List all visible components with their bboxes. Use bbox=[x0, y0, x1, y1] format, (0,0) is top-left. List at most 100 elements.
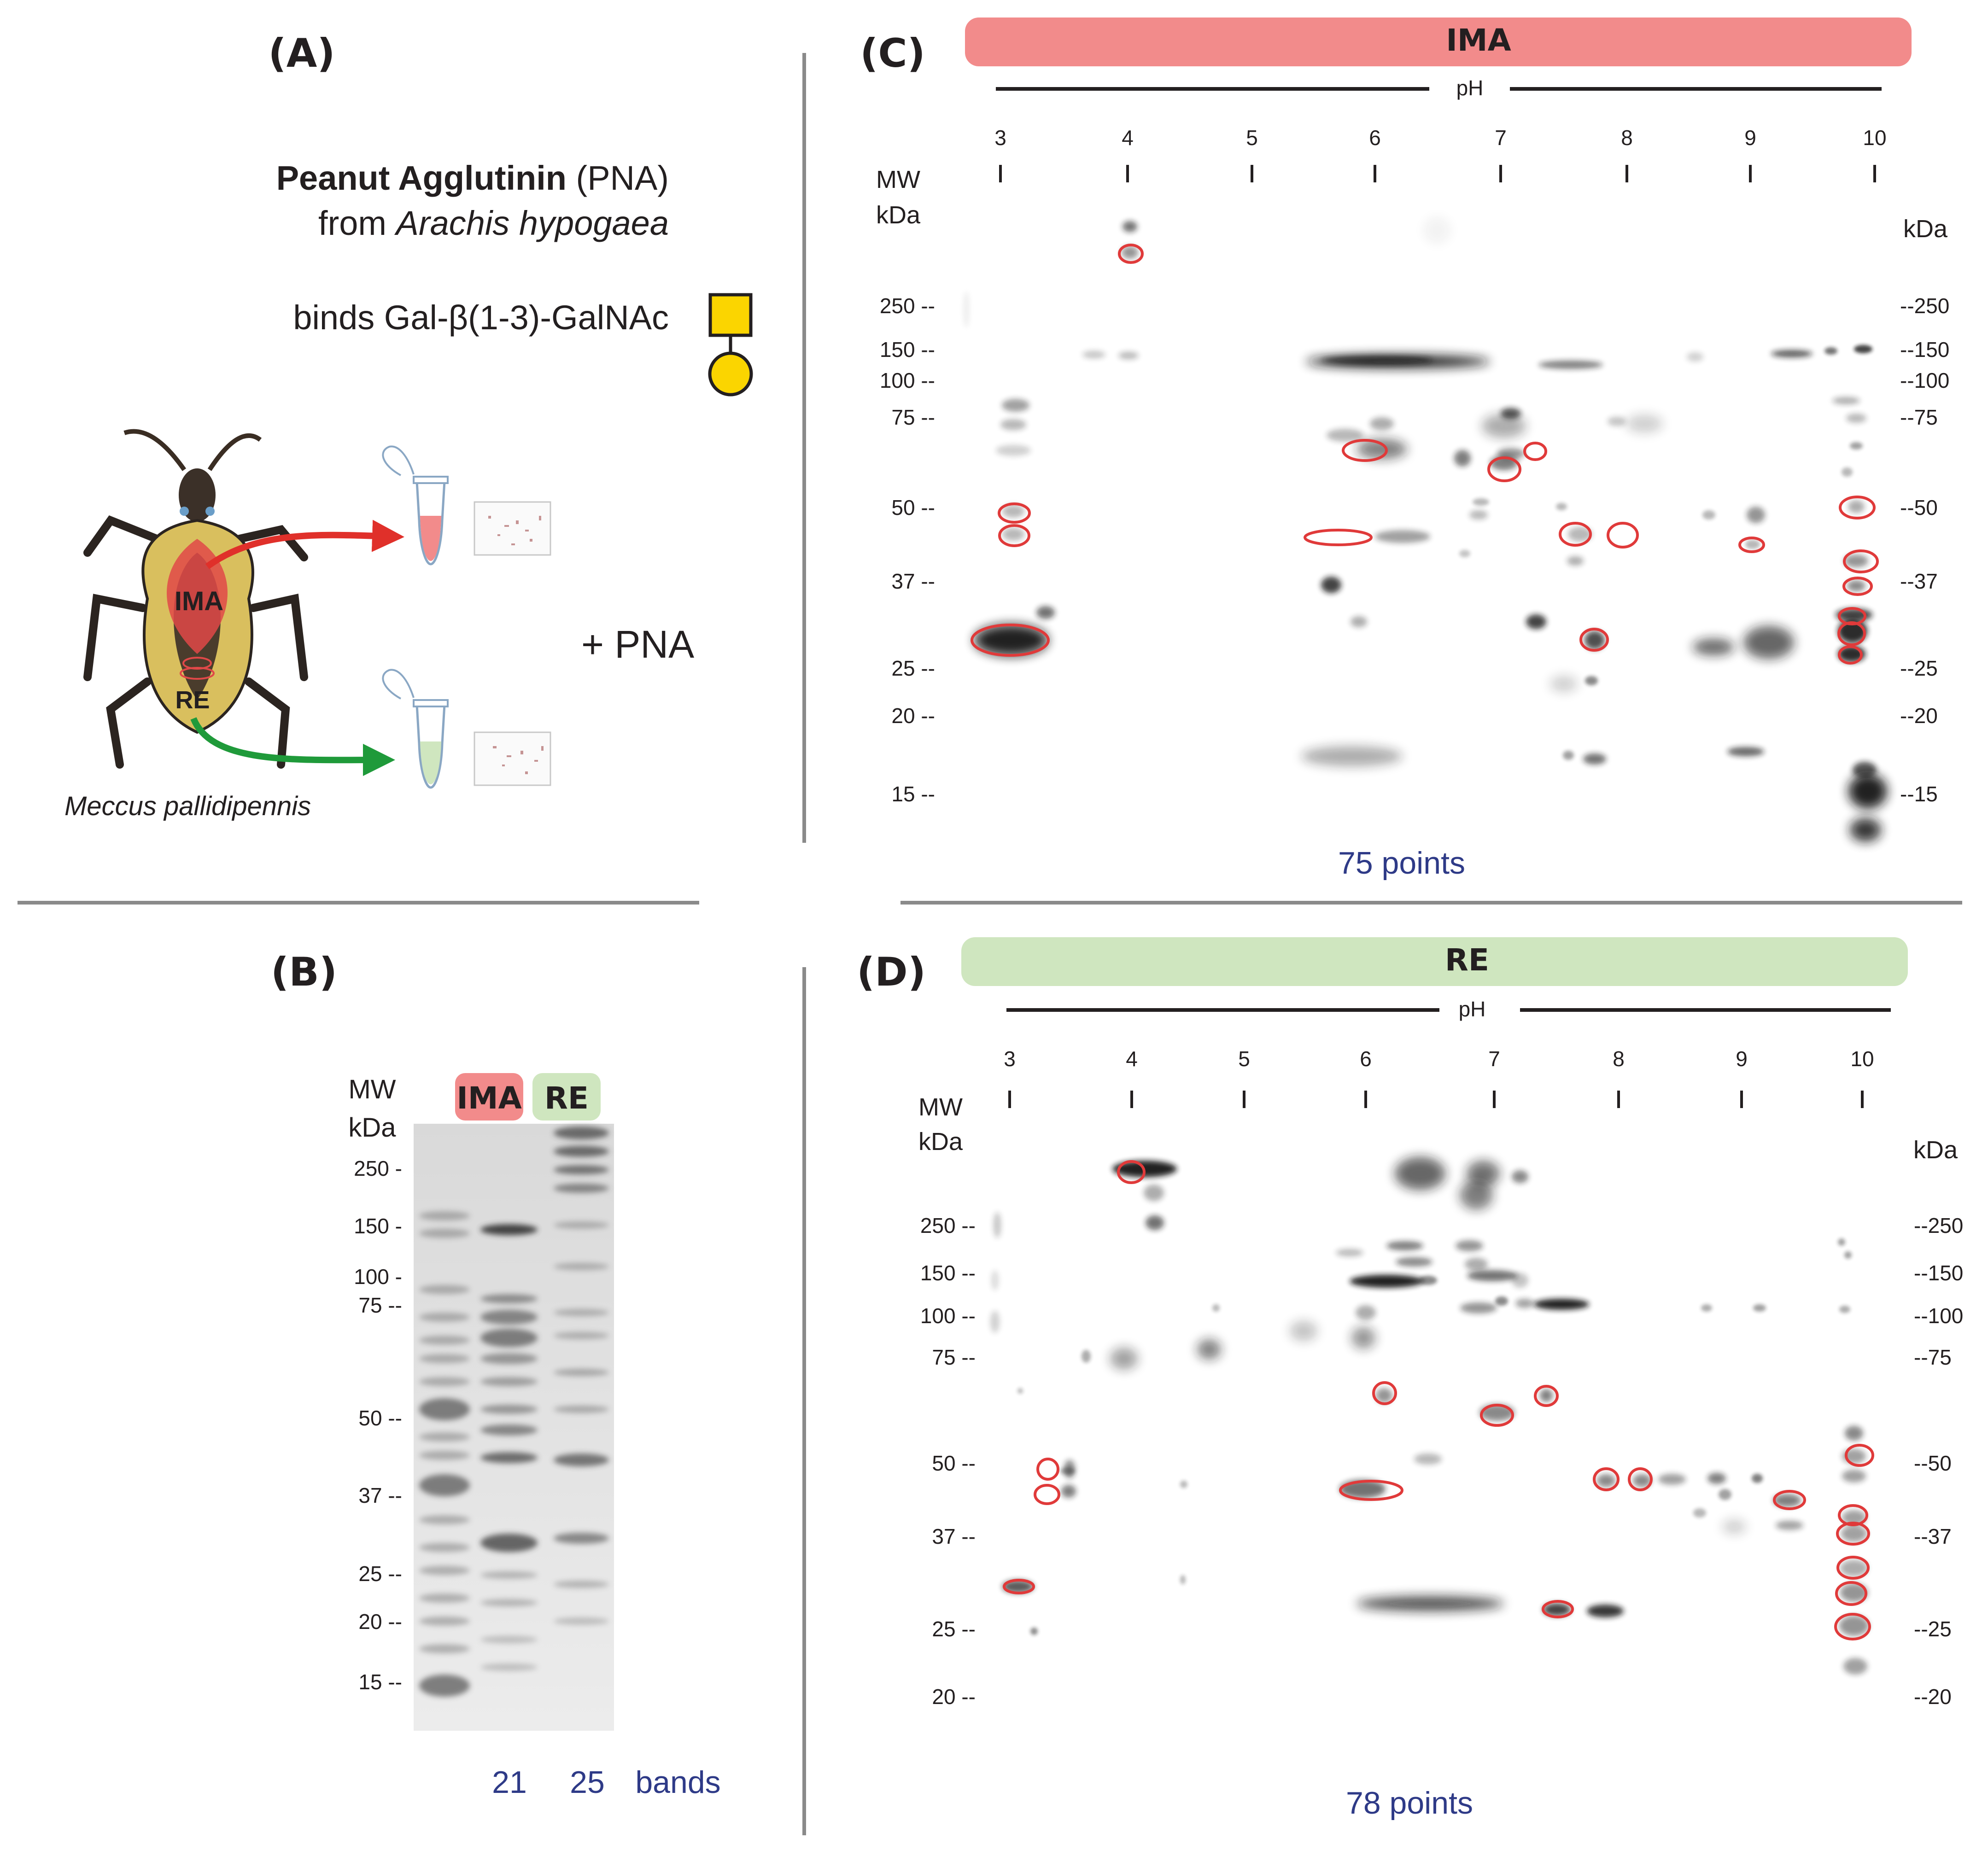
ima-lane-band bbox=[480, 1294, 538, 1303]
selected-spot-marker bbox=[1118, 244, 1144, 264]
protein-spot bbox=[1608, 417, 1626, 426]
ph-tick-label: 7 bbox=[1488, 1047, 1500, 1071]
protein-spot bbox=[1370, 417, 1394, 430]
protein-spot bbox=[1743, 626, 1794, 659]
protein-spot bbox=[1585, 676, 1598, 685]
protein-spot bbox=[1842, 1470, 1866, 1482]
kda-label: kDa bbox=[918, 1128, 963, 1156]
mw-tick-label: --25 bbox=[1914, 1617, 1952, 1641]
protein-spot bbox=[1144, 1185, 1164, 1201]
protein-spot bbox=[1002, 399, 1029, 412]
eppendorf-tube-icon bbox=[382, 669, 449, 789]
gel-2d-spots bbox=[990, 1157, 1869, 1675]
protein-spot bbox=[1082, 351, 1105, 358]
protein-spot bbox=[1773, 1494, 1801, 1507]
protein-spot bbox=[1030, 1628, 1038, 1635]
mw-tick-label: 75 -- bbox=[358, 1293, 402, 1317]
re-lane-band bbox=[554, 1406, 609, 1413]
protein-spot bbox=[1701, 1304, 1712, 1312]
protein-spot bbox=[1707, 1473, 1726, 1484]
protein-spot bbox=[1322, 356, 1433, 365]
protein-spot bbox=[1414, 1453, 1442, 1465]
mw-tick-label: 20 -- bbox=[932, 1685, 976, 1709]
mw-tick-label: --50 bbox=[1914, 1451, 1952, 1475]
ladder-band bbox=[419, 1354, 470, 1363]
ladder-band bbox=[419, 1543, 470, 1552]
ima-lane-band bbox=[480, 1405, 538, 1414]
mw-left-ticks: 250 -- 150 -- 100 -- 75 -- 50 -- 37 -- 25 -- 20… bbox=[880, 294, 935, 806]
ima-arrow bbox=[205, 519, 404, 569]
protein-spot bbox=[1839, 1306, 1850, 1313]
selected-spot-marker bbox=[1628, 1467, 1653, 1491]
mw-tick-label: 100 -- bbox=[920, 1304, 976, 1328]
banner-ima bbox=[965, 18, 1912, 66]
ph-scale: 3 4 5 6 7 8 9 10 bbox=[994, 126, 1887, 182]
protein-spot bbox=[1658, 1474, 1686, 1485]
lectin-name: Peanut Agglutinin (PNA) bbox=[276, 159, 669, 197]
ima-lane-band bbox=[480, 1636, 538, 1643]
panel-a-label: (A) bbox=[268, 30, 335, 76]
mw-tick-label: --100 bbox=[1914, 1304, 1963, 1328]
galnac-circle-icon bbox=[708, 351, 753, 397]
protein-spot bbox=[1534, 1299, 1589, 1310]
mw-tick-label: --37 bbox=[1914, 1524, 1952, 1548]
protein-spot bbox=[1479, 1404, 1514, 1421]
protein-spot bbox=[1543, 1603, 1571, 1616]
binding-specificity: binds Gal-β(1-3)-GalNAc bbox=[293, 298, 669, 337]
ladder-band bbox=[419, 1566, 470, 1575]
protein-spot bbox=[1467, 1270, 1518, 1281]
protein-spot bbox=[1512, 1273, 1528, 1288]
ph-tick-label: 10 bbox=[1863, 126, 1886, 150]
ph-axis-label: pH bbox=[1456, 76, 1484, 100]
mw-tick-label: --250 bbox=[1914, 1214, 1963, 1237]
protein-spot bbox=[1454, 450, 1471, 467]
panel-d: (D) RE pH 3 4 5 6 7 8 9 10 MW kDa kDa 250 -- 150… bbox=[857, 937, 1963, 1821]
re-lane-band bbox=[554, 1369, 609, 1376]
mw-tick-label: 37 -- bbox=[932, 1524, 976, 1548]
re-lane-band bbox=[554, 1263, 609, 1270]
spot-count: 75 points bbox=[1338, 846, 1465, 881]
mw-tick-label: 250 -- bbox=[880, 294, 935, 318]
ph-tick-label: 10 bbox=[1850, 1047, 1874, 1071]
mw-tick-label: 75 -- bbox=[891, 405, 935, 429]
gel-b-mw-ticks: 250 - 150 - 100 - 75 -- 50 -- 37 -- 25 -- 20 --… bbox=[354, 1156, 402, 1694]
insect-ima-label: IMA bbox=[175, 586, 223, 616]
selected-spot-marker bbox=[1579, 628, 1609, 652]
ph-tick-label: 8 bbox=[1621, 126, 1633, 150]
ladder-band bbox=[419, 1675, 470, 1697]
panel-c-label: (C) bbox=[860, 30, 925, 76]
selected-spot-marker bbox=[1036, 1458, 1059, 1481]
protein-spot bbox=[1693, 639, 1734, 655]
protein-spot bbox=[1197, 1339, 1221, 1360]
kda-label: kDa bbox=[876, 201, 921, 229]
protein-spot bbox=[1465, 1258, 1488, 1271]
protein-spot bbox=[1118, 352, 1139, 359]
mw-tick-label: --50 bbox=[1900, 496, 1938, 519]
protein-spot bbox=[1082, 1350, 1091, 1363]
spot-markers bbox=[1003, 1160, 1874, 1640]
ima-lane-band bbox=[480, 1224, 538, 1235]
re-arrow bbox=[190, 717, 395, 776]
ladder-band bbox=[419, 1593, 470, 1603]
protein-spot bbox=[1321, 577, 1341, 593]
selected-spot-marker bbox=[1738, 537, 1765, 553]
protein-spot bbox=[1540, 1389, 1553, 1402]
mw-tick-label: --20 bbox=[1914, 1685, 1952, 1709]
selected-spot-marker bbox=[971, 624, 1050, 657]
selected-spot-marker bbox=[1835, 1581, 1867, 1606]
re-lane-band bbox=[554, 1184, 609, 1193]
protein-spot bbox=[1357, 1596, 1504, 1611]
protein-spot bbox=[1693, 1508, 1706, 1517]
ladder-band bbox=[419, 1398, 470, 1420]
protein-spot bbox=[1702, 510, 1715, 519]
ladder-band bbox=[419, 1515, 470, 1524]
mw-tick-label: --250 bbox=[1900, 294, 1949, 318]
protein-spot bbox=[1301, 746, 1403, 766]
protein-spot bbox=[1290, 1321, 1317, 1341]
selected-spot-marker bbox=[1837, 621, 1866, 646]
mini-gel-icon bbox=[474, 501, 551, 556]
protein-spot bbox=[1327, 429, 1363, 442]
panel-b: (B) MW kDa IMA RE 250 - 150 - 100 - 75 -- 50… bbox=[271, 949, 721, 1800]
ima-lane-band bbox=[480, 1452, 538, 1463]
